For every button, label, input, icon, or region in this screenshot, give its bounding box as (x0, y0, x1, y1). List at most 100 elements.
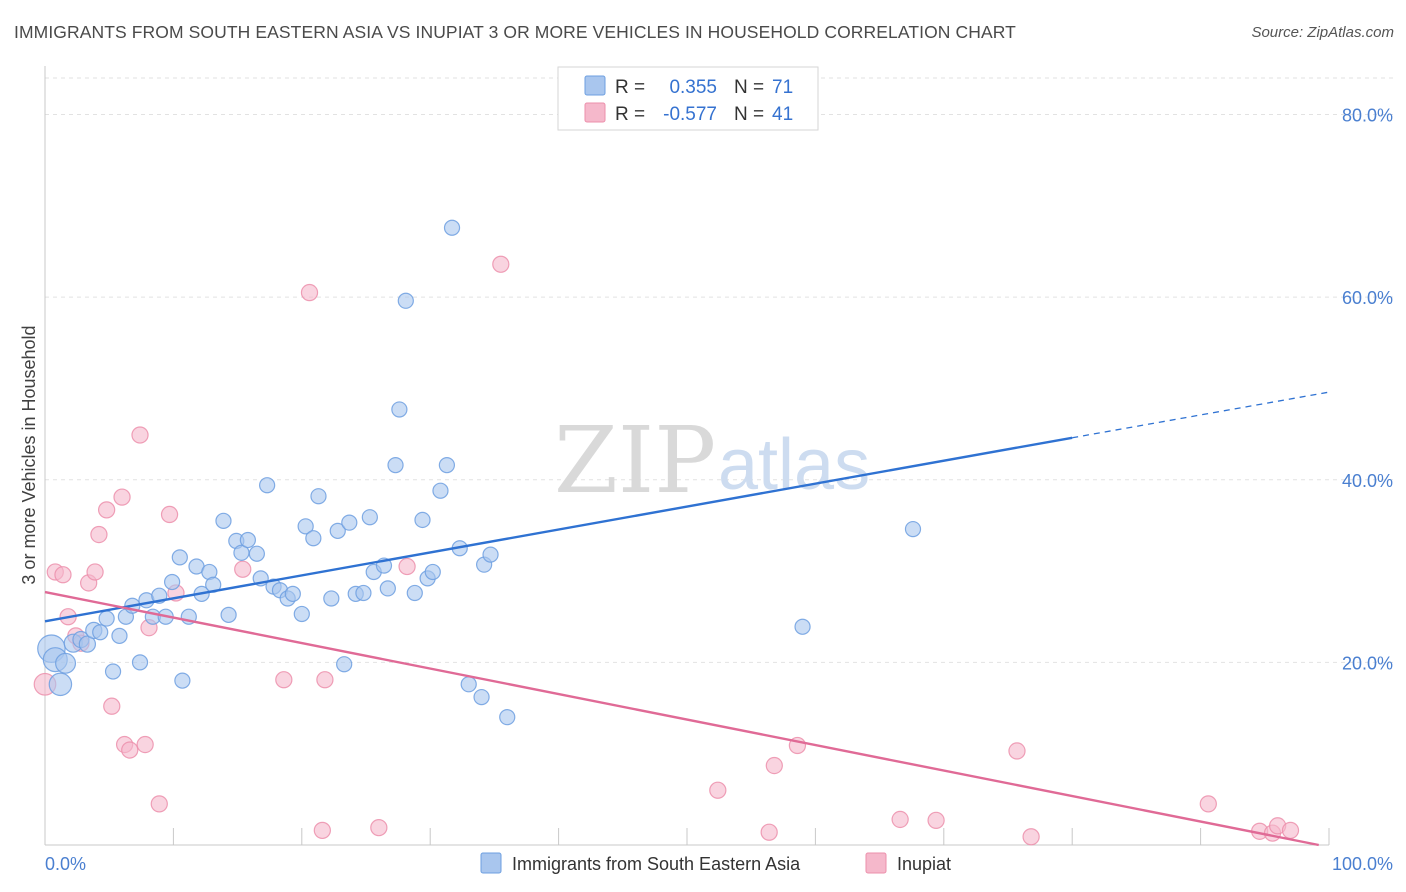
series-inupiat-points (33, 255, 1300, 846)
pink-point (398, 557, 416, 576)
blue-point (55, 652, 77, 674)
y-tick-labels: 20.0% 40.0% 60.0% 80.0% (1342, 106, 1393, 674)
y-tick-label: 80.0% (1342, 106, 1393, 126)
chart-title: IMMIGRANTS FROM SOUTH EASTERN ASIA VS IN… (14, 22, 1016, 42)
pink-trend-line (44, 590, 1319, 847)
blue-point (432, 482, 449, 499)
legend-swatch-pink (584, 102, 606, 123)
y-axis-label: 3 or more Vehicles in Household (19, 325, 39, 584)
blue-point (284, 585, 301, 603)
blue-point (215, 512, 232, 529)
blue-point (482, 546, 499, 563)
legend-r-value: 0.355 (669, 77, 717, 98)
blue-trend-line (44, 436, 1073, 623)
blue-point (424, 563, 441, 581)
blue-point (473, 688, 490, 706)
blue-point (794, 618, 811, 635)
legend-n-label: N = (734, 77, 764, 98)
pink-point (1022, 828, 1040, 846)
pink-point (131, 426, 149, 444)
pink-point (1008, 742, 1026, 760)
watermark-zip: ZIP (554, 407, 716, 514)
pink-point (1281, 821, 1300, 840)
blue-point (259, 477, 276, 494)
legend-r-label: R = (615, 104, 645, 125)
blue-point (438, 457, 456, 474)
blue-point (361, 509, 378, 526)
pink-point (891, 810, 909, 829)
blue-point (305, 530, 322, 547)
blue-point (329, 522, 346, 540)
blue-point (499, 709, 516, 726)
blue-point (92, 624, 109, 641)
blue-point (391, 401, 408, 418)
blue-point (336, 656, 353, 673)
blue-point (341, 514, 358, 531)
blue-point (174, 672, 191, 689)
pink-point (300, 283, 319, 302)
blue-point (414, 511, 431, 529)
series-legend-swatch-pink (865, 852, 887, 874)
blue-point (323, 590, 340, 607)
legend-n-value: 71 (772, 77, 793, 98)
pink-point (54, 566, 72, 584)
legend-r-label: R = (615, 77, 645, 98)
pink-point (150, 795, 168, 813)
pink-point (927, 811, 945, 829)
pink-point (492, 255, 510, 273)
blue-point (460, 676, 477, 693)
series-legend-label: Immigrants from South Eastern Asia (512, 854, 801, 874)
y-tick-label: 20.0% (1342, 653, 1393, 673)
blue-point (406, 584, 423, 602)
blue-point (387, 457, 404, 474)
blue-point (297, 518, 314, 535)
blue-point (397, 292, 414, 309)
pink-point (709, 781, 727, 799)
legend-swatch-blue (584, 75, 606, 96)
pink-point (316, 671, 334, 689)
correlation-legend: R = 0.355 N = 71 R = -0.577 N = 41 (557, 66, 819, 131)
blue-point (379, 580, 396, 597)
pink-point (275, 671, 293, 689)
pink-point (103, 697, 121, 715)
pink-point (90, 525, 108, 544)
blue-point (355, 584, 372, 602)
watermark: ZIP atlas (554, 407, 870, 514)
blue-point (131, 654, 149, 671)
legend-n-value: 41 (772, 104, 793, 125)
pink-point (160, 505, 179, 524)
blue-point (293, 605, 310, 623)
pink-point (113, 488, 131, 506)
blue-point (248, 545, 265, 562)
legend-r-value: -0.577 (663, 104, 717, 125)
blue-point (239, 531, 257, 549)
blue-point (111, 627, 128, 645)
series-legend: Immigrants from South Eastern Asia Inupi… (480, 852, 951, 874)
pink-point (86, 563, 104, 581)
blue-point (220, 606, 237, 624)
blue-point (310, 488, 327, 505)
watermark-atlas: atlas (718, 425, 870, 505)
pink-point (234, 560, 252, 578)
blue-point (98, 610, 115, 627)
axes (44, 66, 1330, 846)
y-tick-label: 60.0% (1342, 288, 1393, 308)
pink-point (1199, 795, 1217, 813)
pink-point (97, 501, 116, 519)
blue-point (904, 520, 922, 538)
pink-point (765, 756, 783, 775)
series-legend-swatch-blue (480, 852, 502, 874)
x-tick-labels: 0.0% 100.0% (45, 854, 1393, 874)
series-immigrants-points (37, 219, 922, 726)
blue-trend-extension (1072, 391, 1330, 439)
blue-point (104, 663, 122, 680)
pink-point (313, 821, 331, 840)
blue-point (163, 573, 181, 591)
pink-point (370, 819, 388, 837)
series-legend-label: Inupiat (897, 854, 951, 874)
y-tick-label: 40.0% (1342, 471, 1393, 491)
chart-source: Source: ZipAtlas.com (1251, 24, 1394, 41)
blue-point (443, 219, 461, 236)
pink-point (760, 823, 778, 841)
blue-point (48, 672, 73, 697)
